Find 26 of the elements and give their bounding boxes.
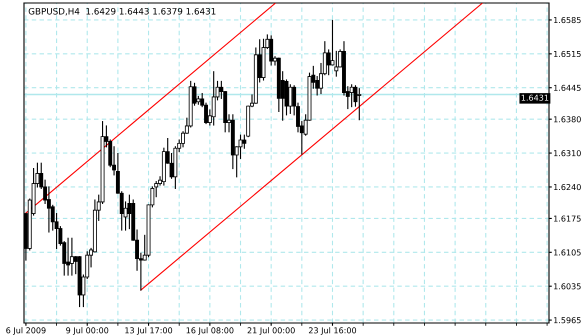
chart-title: GBPUSD,H4 1.6429 1.6443 1.6379 1.6431	[28, 8, 216, 16]
candlestick	[288, 84, 292, 114]
candlestick	[212, 71, 216, 126]
candlestick	[350, 84, 354, 108]
candlestick	[70, 238, 74, 276]
y-tick-label: 1.6445	[554, 84, 581, 91]
candlestick	[357, 88, 362, 120]
y-tick-label: 1.5965	[554, 317, 581, 324]
y-tick-label: 1.6035	[554, 283, 581, 290]
y-tick-label: 1.6380	[554, 116, 581, 122]
x-tick-label: 9 Jul 00:00	[66, 327, 108, 335]
y-tick-label: 1.6105	[554, 249, 581, 256]
candlestick	[66, 238, 70, 276]
y-tick-label: 1.6585	[554, 17, 581, 24]
x-tick-label: 21 Jul 00:00	[248, 327, 295, 335]
x-tick-label: 16 Jul 08:00	[186, 327, 234, 335]
candlestick	[269, 35, 274, 66]
ref-line-label: 1.6431	[522, 94, 548, 101]
y-tick-label: 1.6240	[554, 184, 581, 190]
x-tick-label: 6 Jul 2009	[6, 327, 46, 335]
x-tick-label: 23 Jul 16:00	[308, 327, 356, 335]
x-tick-label: 13 Jul 17:00	[125, 327, 172, 335]
y-tick-label: 1.6175	[554, 216, 581, 222]
y-tick-label: 1.6310	[554, 150, 581, 156]
y-tick-label: 1.6515	[554, 50, 581, 58]
candlestick	[334, 50, 338, 77]
